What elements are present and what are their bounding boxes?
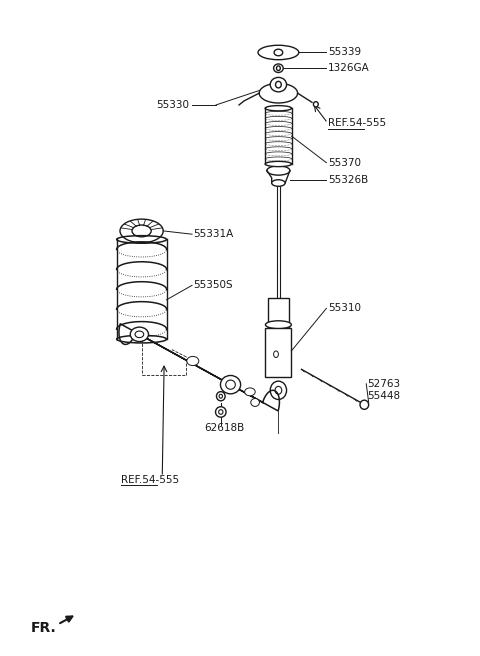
Ellipse shape [276, 66, 280, 70]
Ellipse shape [274, 49, 283, 56]
Ellipse shape [120, 219, 163, 243]
Ellipse shape [259, 83, 298, 103]
Ellipse shape [275, 386, 282, 394]
Ellipse shape [265, 106, 291, 111]
Ellipse shape [251, 399, 259, 407]
Ellipse shape [270, 381, 287, 400]
Ellipse shape [258, 45, 299, 60]
Text: 1326GA: 1326GA [328, 63, 370, 73]
Ellipse shape [135, 331, 144, 338]
Ellipse shape [245, 388, 255, 396]
Ellipse shape [226, 380, 235, 389]
Ellipse shape [216, 407, 226, 417]
Ellipse shape [274, 351, 278, 358]
Text: REF.54-555: REF.54-555 [328, 118, 386, 129]
Ellipse shape [132, 225, 151, 237]
Text: 55339: 55339 [328, 47, 361, 58]
Ellipse shape [267, 166, 290, 175]
Text: 55448: 55448 [367, 390, 400, 401]
Text: REF.54-555: REF.54-555 [121, 475, 180, 485]
Bar [268, 298, 289, 328]
Ellipse shape [276, 81, 281, 88]
Ellipse shape [265, 161, 291, 167]
Ellipse shape [360, 400, 369, 409]
Ellipse shape [219, 409, 223, 415]
Text: FR.: FR. [31, 621, 57, 636]
Text: 55326B: 55326B [328, 174, 368, 185]
Ellipse shape [216, 392, 225, 401]
Ellipse shape [130, 327, 148, 342]
Text: 55331A: 55331A [193, 229, 234, 239]
Ellipse shape [265, 321, 291, 329]
Bar [265, 108, 292, 164]
Ellipse shape [187, 356, 199, 365]
Ellipse shape [274, 64, 283, 72]
Text: 55370: 55370 [328, 157, 361, 168]
Ellipse shape [270, 77, 287, 92]
Ellipse shape [272, 180, 285, 186]
Ellipse shape [220, 375, 240, 394]
Text: 55310: 55310 [328, 303, 361, 314]
Ellipse shape [219, 394, 223, 398]
Text: 52763: 52763 [367, 379, 400, 389]
Polygon shape [119, 324, 279, 411]
Bar [265, 328, 291, 377]
Ellipse shape [313, 102, 318, 107]
Text: 55330: 55330 [156, 100, 190, 110]
Text: 55350S: 55350S [193, 280, 233, 291]
Text: 62618B: 62618B [204, 422, 244, 433]
